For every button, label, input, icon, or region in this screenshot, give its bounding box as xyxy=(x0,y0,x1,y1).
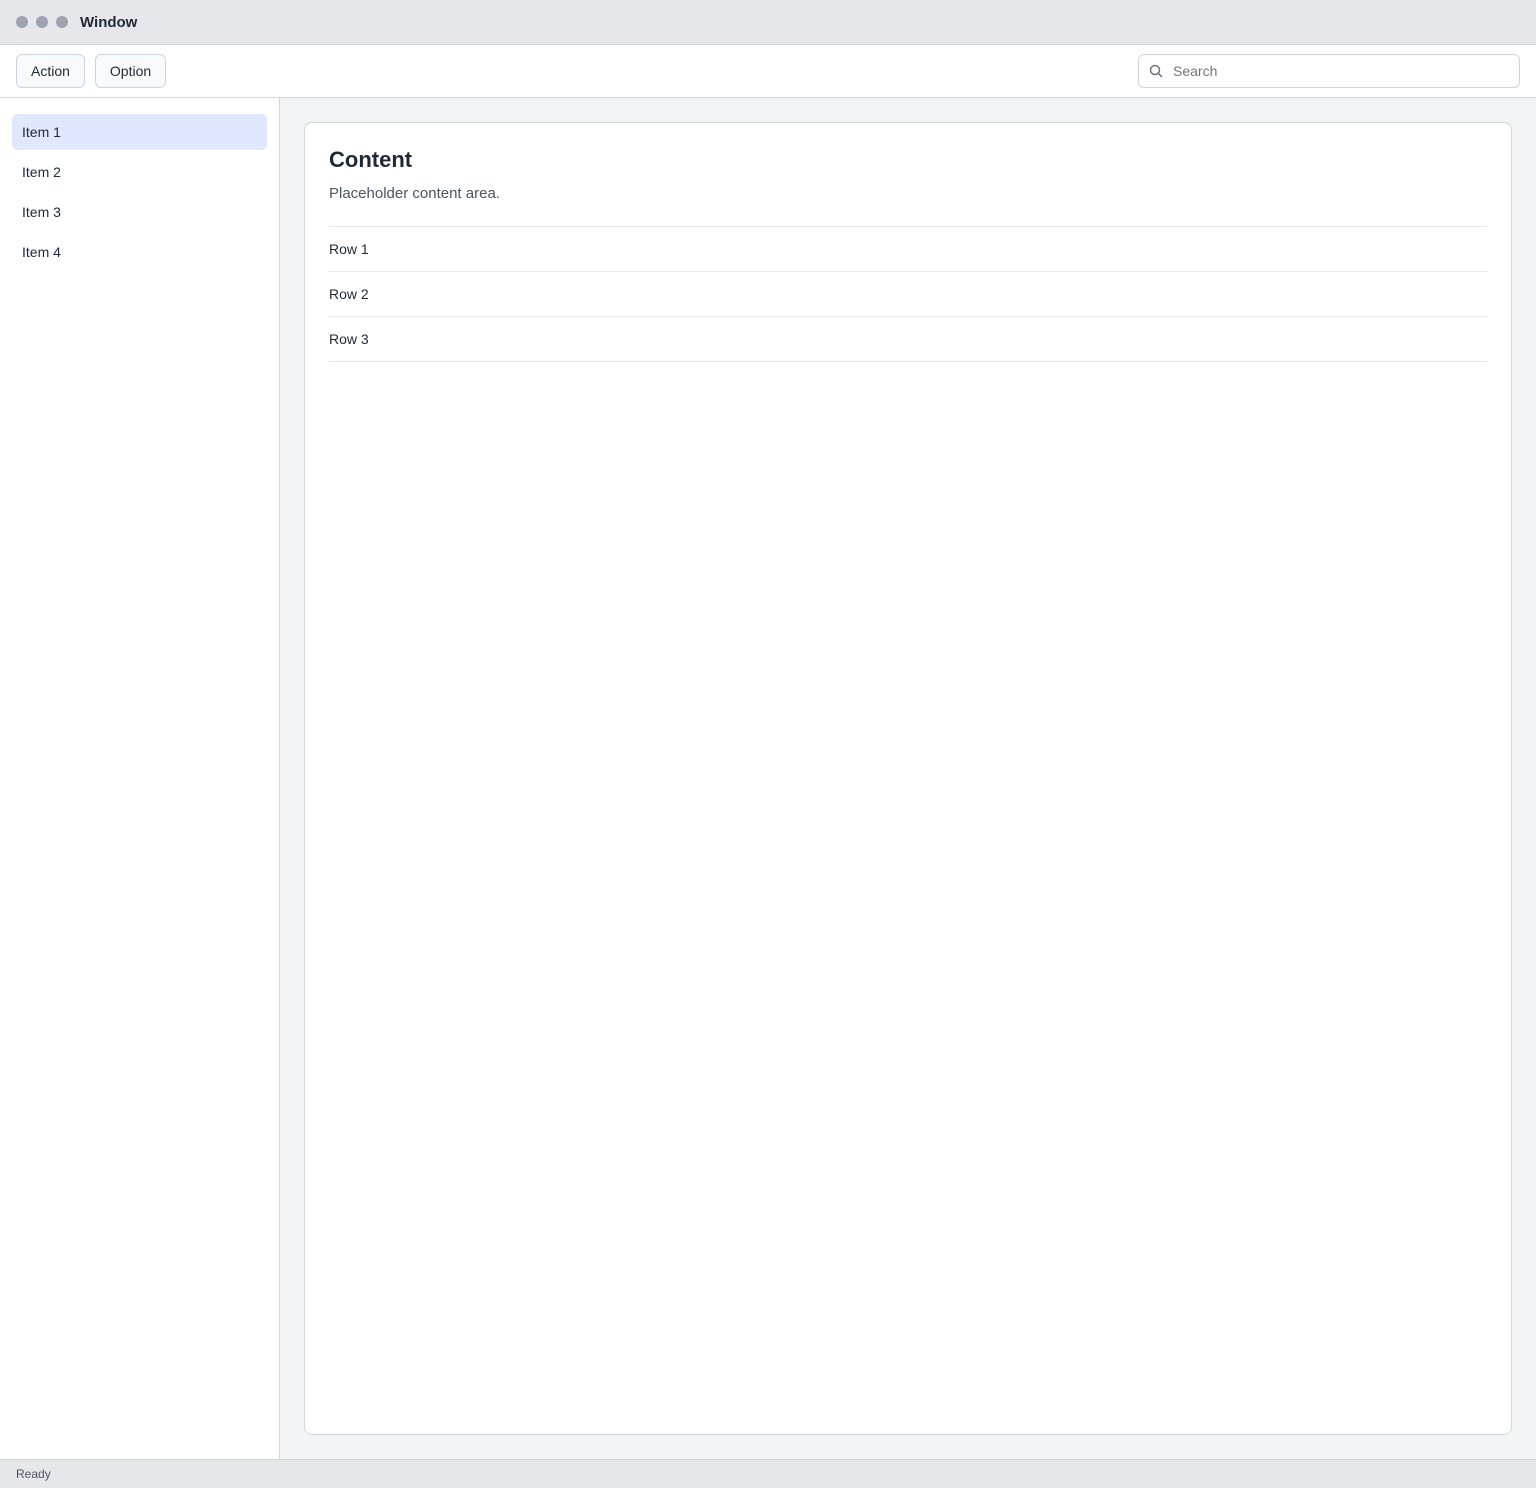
search-icon xyxy=(1149,64,1163,78)
secondary-button[interactable]: Option xyxy=(94,54,167,88)
maximize-window-icon[interactable] xyxy=(56,16,68,28)
sidebar-item-4[interactable]: Item 4 xyxy=(12,234,267,270)
minimize-window-icon[interactable] xyxy=(36,16,48,28)
title-bar: Window xyxy=(0,0,1536,45)
list-item[interactable]: Row 1 xyxy=(329,227,1487,272)
sidebar-item-2[interactable]: Item 2 xyxy=(12,154,267,190)
status-text: Ready xyxy=(16,1467,51,1481)
main-content: Content Placeholder content area. Row 1 … xyxy=(280,98,1536,1459)
sidebar-item-1[interactable]: Item 1 xyxy=(12,114,267,150)
sidebar-item-label: Item 4 xyxy=(22,244,61,260)
list-item[interactable]: Row 2 xyxy=(329,272,1487,317)
sidebar: Item 1 Item 2 Item 3 Item 4 xyxy=(0,98,280,1459)
sidebar-item-3[interactable]: Item 3 xyxy=(12,194,267,230)
content-list: Row 1 Row 2 Row 3 xyxy=(329,226,1487,362)
sidebar-item-label: Item 2 xyxy=(22,164,61,180)
sidebar-item-label: Item 3 xyxy=(22,204,61,220)
status-bar: Ready xyxy=(0,1459,1536,1488)
window-title: Window xyxy=(80,13,138,31)
sidebar-item-label: Item 1 xyxy=(22,124,61,140)
page-description: Placeholder content area. xyxy=(329,185,500,202)
content-panel: Content Placeholder content area. Row 1 … xyxy=(304,122,1512,1435)
window-controls xyxy=(16,16,68,28)
search-input[interactable] xyxy=(1171,62,1509,80)
search-box[interactable] xyxy=(1138,54,1520,88)
page-title: Content xyxy=(329,147,413,172)
app-body: Item 1 Item 2 Item 3 Item 4 Content Plac… xyxy=(0,98,1536,1459)
toolbar: Action Option xyxy=(0,45,1536,98)
close-window-icon[interactable] xyxy=(16,16,28,28)
list-item[interactable]: Row 3 xyxy=(329,317,1487,362)
primary-button[interactable]: Action xyxy=(16,54,85,88)
